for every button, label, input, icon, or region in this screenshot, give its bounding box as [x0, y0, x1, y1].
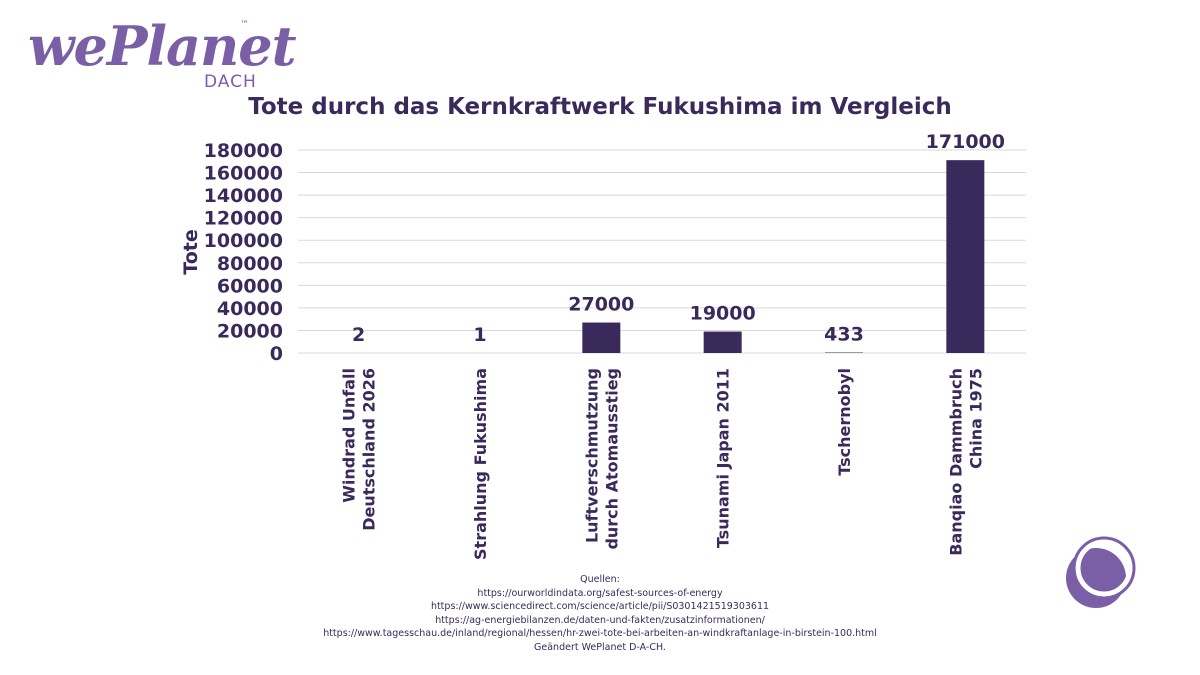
y-tick-label: 20000: [217, 320, 283, 342]
x-tick-label-line: Strahlung Fukushima: [471, 368, 490, 560]
y-tick-label: 180000: [204, 140, 283, 162]
y-tick-label: 0: [270, 343, 283, 365]
x-tick-label: Luftverschmutzungdurch Atomausstieg: [582, 368, 621, 550]
data-label: 27000: [568, 294, 634, 316]
sources-line: Quellen:: [580, 574, 620, 585]
x-tick-label: Strahlung Fukushima: [471, 368, 490, 560]
logo-trademark: ™: [240, 20, 249, 30]
x-tick-label-line: Tsunami Japan 2011: [714, 368, 733, 548]
data-label: 19000: [690, 303, 756, 325]
y-tick-label: 40000: [217, 298, 283, 320]
x-tick-label-line: Banqiao Dammbruch: [946, 368, 965, 556]
sources-line: Geändert WePlanet D-A-CH.: [534, 641, 666, 653]
sources-line: https://www.tagesschau.de/inland/regiona…: [323, 628, 877, 639]
sources-line: https://ag-energiebilanzen.de/daten-und-…: [435, 614, 765, 626]
x-tick-label: Tsunami Japan 2011: [714, 368, 733, 548]
y-axis-label: Tote: [180, 229, 202, 274]
data-label: 433: [824, 324, 864, 346]
sources-block: Quellen: https://ourworldindata.org/safe…: [0, 573, 1200, 654]
bar: [582, 322, 621, 353]
x-tick-label: Banqiao DammbruchChina 1975: [946, 368, 985, 556]
y-tick-label: 160000: [204, 163, 283, 185]
x-tick-label-line: China 1975: [966, 368, 985, 469]
y-tick-label: 140000: [204, 185, 283, 207]
x-tick-label-line: Deutschland 2026: [360, 368, 379, 531]
logo-brand: wePlanet: [28, 14, 297, 78]
x-tick-label-line: Windrad Unfall: [340, 368, 359, 503]
data-label: 2: [352, 324, 365, 346]
weplanet-circle-logo-icon: [1066, 536, 1136, 608]
bar: [703, 331, 742, 353]
y-tick-label: 120000: [204, 208, 283, 230]
y-tick-label: 60000: [217, 275, 283, 297]
y-tick-label: 80000: [217, 253, 283, 275]
sources-line: https://ourworldindata.org/safest-source…: [477, 587, 723, 599]
chart-title: Tote durch das Kernkraftwerk Fukushima i…: [248, 94, 952, 120]
x-tick-label: Windrad UnfallDeutschland 2026: [340, 368, 379, 531]
data-label: 1: [473, 324, 486, 346]
x-tick-label-line: Luftverschmutzung: [582, 368, 601, 543]
y-tick-label: 100000: [204, 230, 283, 252]
sources-line: https://www.sciencedirect.com/science/ar…: [430, 601, 770, 612]
logo-subtitle: DACH: [204, 72, 257, 92]
x-tick-label-line: Tschernobyl: [835, 368, 854, 476]
data-label: 171000: [926, 131, 1005, 153]
weplanet-logo: wePlanet ™ DACH: [28, 14, 297, 94]
x-tick-label-line: durch Atomausstieg: [602, 368, 621, 550]
bar: [946, 160, 985, 353]
bar-chart: 0200004000060000800001000001200001400001…: [180, 131, 1026, 560]
x-tick-label: Tschernobyl: [835, 368, 854, 476]
